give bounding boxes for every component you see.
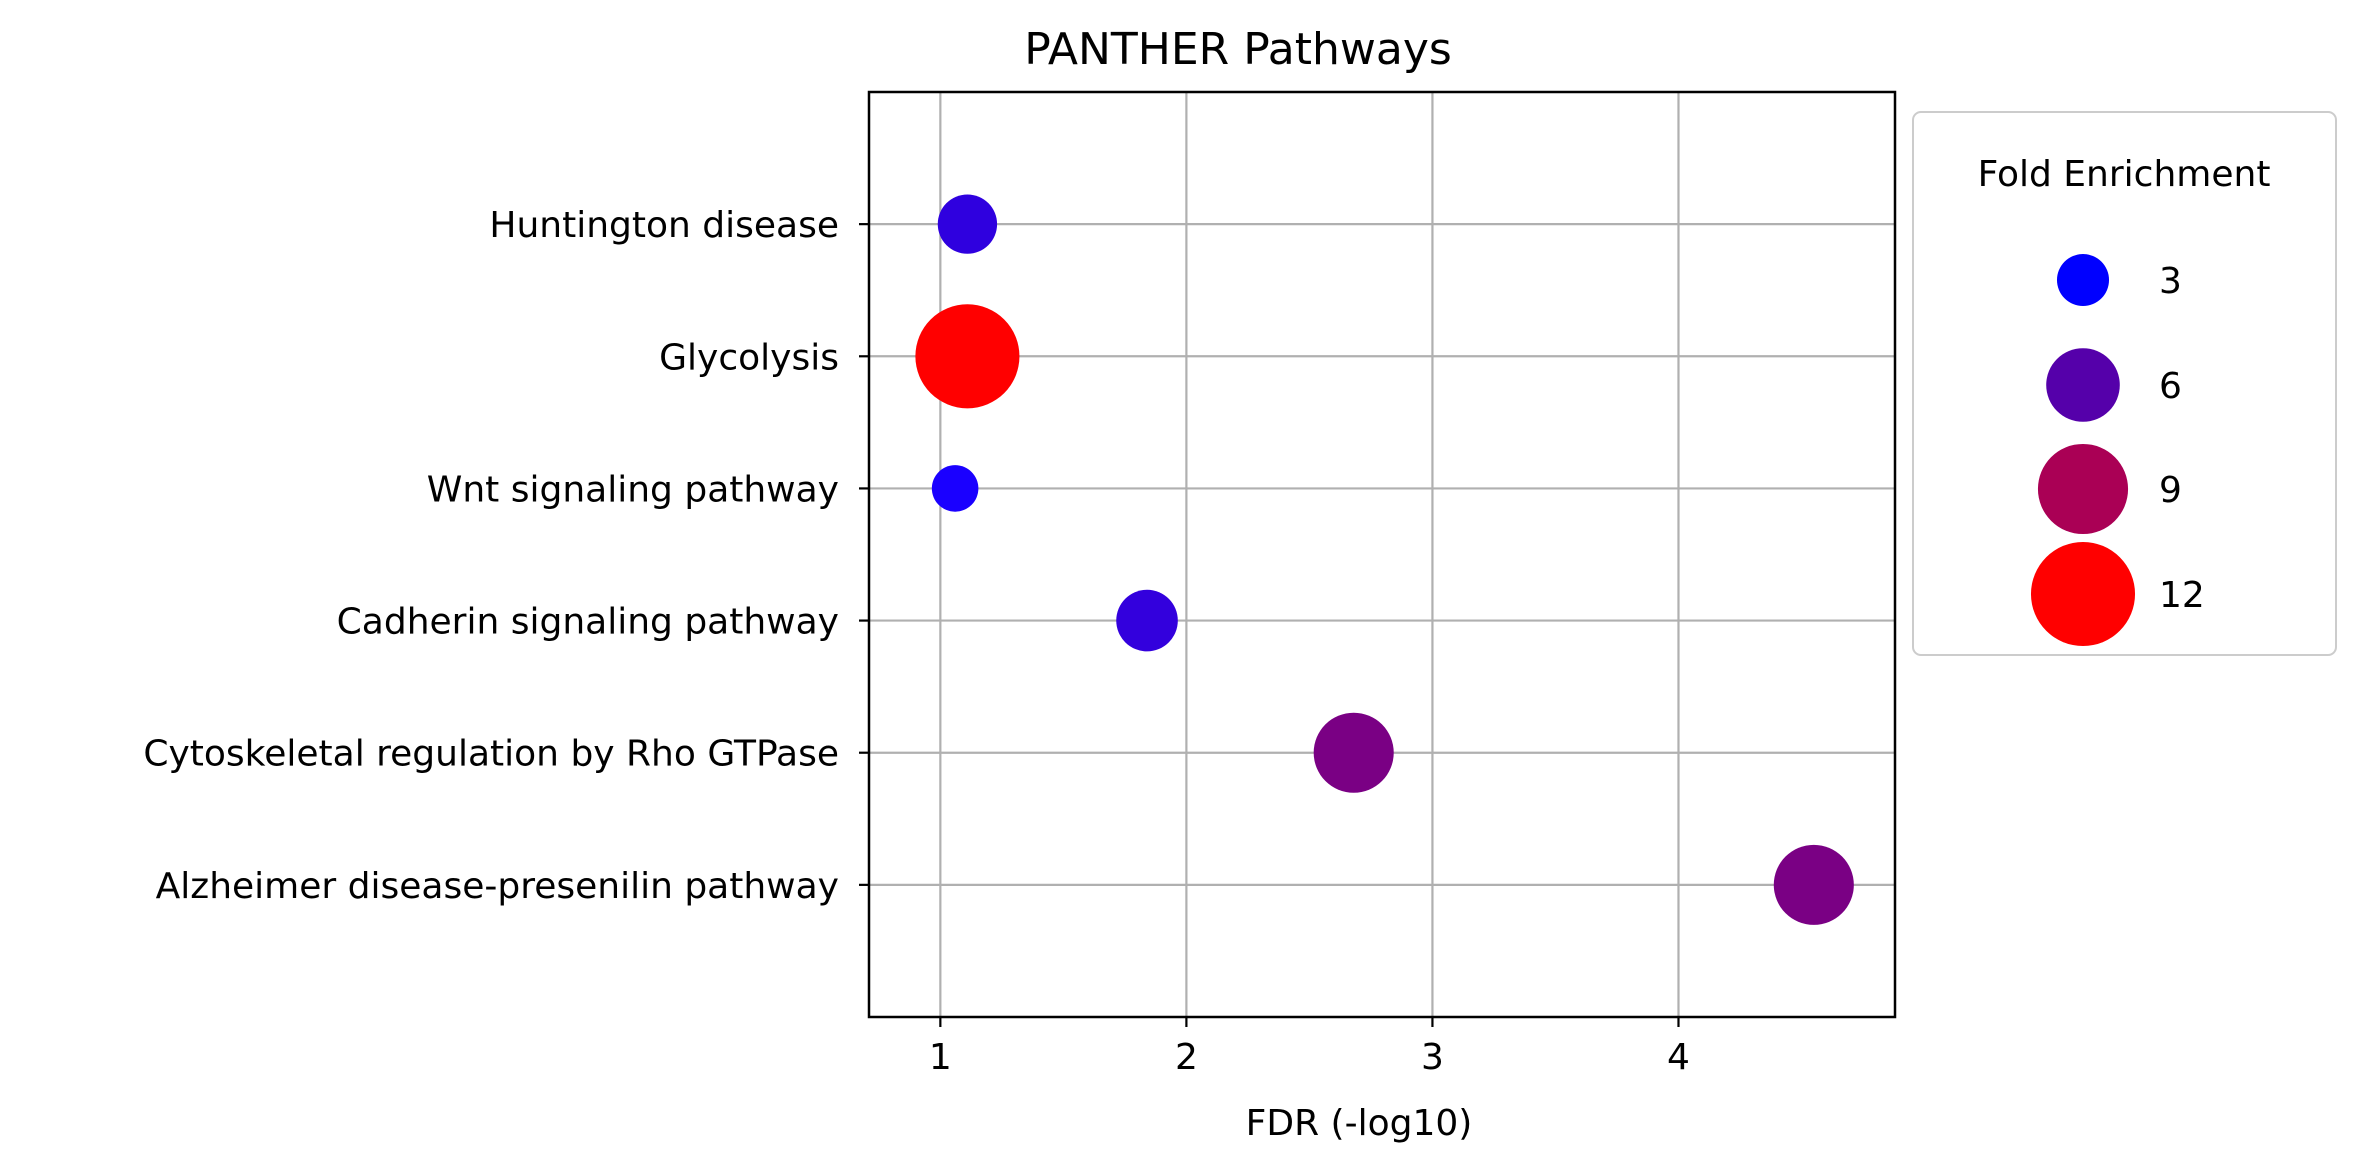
y-tick-label: Cytoskeletal regulation by Rho GTPase bbox=[143, 734, 839, 775]
x-tick-label: 4 bbox=[1667, 1037, 1690, 1078]
legend-label: 9 bbox=[2159, 470, 2182, 511]
x-axis-label: FDR (-log10) bbox=[1246, 1103, 1473, 1144]
y-tick-label: Alzheimer disease-presenilin pathway bbox=[156, 866, 839, 907]
legend-marker bbox=[2046, 348, 2120, 422]
y-tick-label: Huntington disease bbox=[489, 205, 839, 246]
x-tick-label: 1 bbox=[929, 1037, 952, 1078]
data-point bbox=[915, 304, 1020, 409]
legend-box bbox=[1912, 111, 2337, 656]
y-tick-label: Wnt signaling pathway bbox=[427, 469, 839, 510]
data-point bbox=[1116, 589, 1178, 652]
data-point bbox=[931, 465, 979, 512]
y-tick-label: Glycolysis bbox=[659, 337, 839, 378]
legend-label: 3 bbox=[2159, 261, 2182, 302]
legend-label: 6 bbox=[2159, 366, 2182, 407]
x-tick-label: 2 bbox=[1175, 1037, 1198, 1078]
plot-frame bbox=[867, 90, 1897, 1019]
legend-marker bbox=[2037, 443, 2129, 535]
grid-lines bbox=[869, 92, 1895, 1017]
legend: Fold Enrichment 3 6 9 12 bbox=[1912, 111, 2337, 656]
legend-marker bbox=[2056, 253, 2110, 307]
x-tick-label: 3 bbox=[1421, 1037, 1444, 1078]
axis-ticks: 1 2 3 4 Huntington disease Glycolysis Wnt sign… bbox=[143, 205, 1690, 1078]
legend-label: 12 bbox=[2159, 575, 2205, 616]
data-point bbox=[1313, 712, 1394, 793]
y-tick-label: Cadherin signaling pathway bbox=[337, 602, 839, 643]
data-points bbox=[915, 194, 1854, 925]
legend-items: 3 6 9 12 bbox=[2030, 253, 2205, 647]
legend-marker bbox=[2030, 541, 2136, 647]
chart-title: PANTHER Pathways bbox=[1024, 24, 1452, 75]
legend-title: Fold Enrichment bbox=[1978, 154, 2271, 195]
data-point bbox=[937, 194, 998, 254]
data-point bbox=[1773, 844, 1854, 925]
